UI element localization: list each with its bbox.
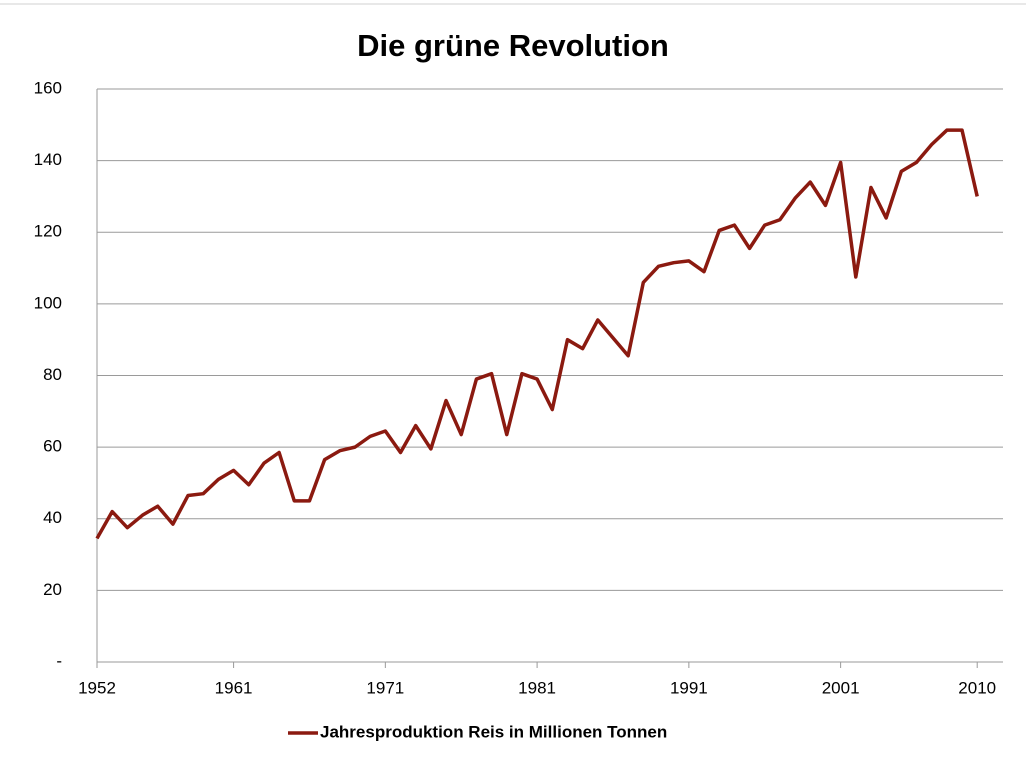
y-tick-label: 20 <box>43 580 62 599</box>
x-tick-label: 1991 <box>670 678 708 697</box>
x-tick-label: 1961 <box>215 678 253 697</box>
y-tick-label: 100 <box>34 293 62 312</box>
legend-label: Jahresproduktion Reis in Millionen Tonne… <box>320 722 667 741</box>
y-tick-label: 160 <box>34 78 62 97</box>
x-tick-label: 1971 <box>366 678 404 697</box>
x-tick-label: 2010 <box>958 678 996 697</box>
x-tick-label: 2001 <box>822 678 860 697</box>
x-tick-label: 1952 <box>78 678 116 697</box>
y-tick-label: 140 <box>34 150 62 169</box>
y-tick-label: 80 <box>43 365 62 384</box>
line <box>95 128 979 540</box>
y-tick-label: - <box>56 651 62 670</box>
y-tick-label: 40 <box>43 508 62 527</box>
y-tick-label: 60 <box>43 437 62 456</box>
y-tick-label: 120 <box>34 222 62 241</box>
chart-title: Die grüne Revolution <box>357 28 669 63</box>
x-tick-label: 1981 <box>518 678 556 697</box>
